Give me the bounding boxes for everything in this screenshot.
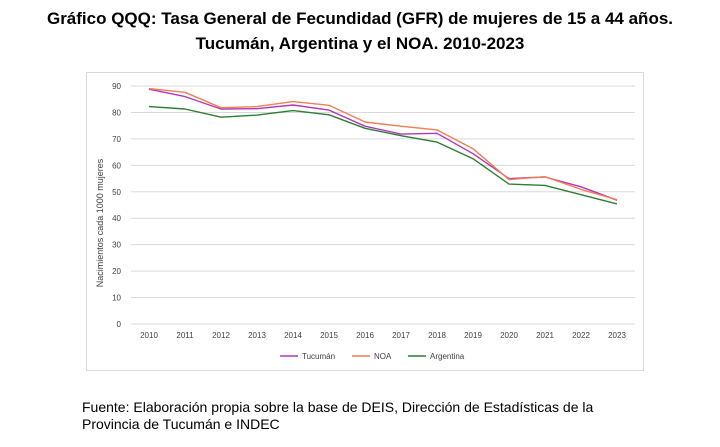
y-tick-label: 70 xyxy=(112,135,121,144)
series-line-argentina xyxy=(148,105,618,205)
legend-label: NOA xyxy=(374,352,392,361)
source-line-1: Fuente: Elaboración propia sobre la base… xyxy=(82,399,594,415)
x-tick-label: 2022 xyxy=(572,331,590,340)
y-axis-label: Nacimientos cada 1000 mujeres xyxy=(95,158,105,287)
source-note: Fuente: Elaboración propia sobre la base… xyxy=(82,399,682,433)
y-tick-label: 60 xyxy=(112,161,121,170)
x-tick-label: 2011 xyxy=(176,331,194,340)
x-tick-label: 2016 xyxy=(356,331,374,340)
series-line-tucum-n xyxy=(148,88,618,201)
y-tick-label: 10 xyxy=(112,294,121,303)
legend-label: Tucumán xyxy=(302,352,335,361)
legend: Tucumán NOA Argentina xyxy=(280,352,465,361)
source-line-2: Provincia de Tucumán e INDEC xyxy=(82,416,280,432)
legend-item: NOA xyxy=(352,352,392,361)
legend-label: Argentina xyxy=(430,352,465,361)
y-tick-label: 0 xyxy=(117,320,122,329)
y-tick-label: 80 xyxy=(112,108,121,117)
line-chart: 0 10 20 30 40 50 60 70 80 90 2010 2011 2012 2013 2014… xyxy=(95,82,635,361)
x-tick-labels: 2010 2011 2012 2013 2014 2015 2016 2017 2018 2019… xyxy=(140,331,626,340)
x-tick-label: 2017 xyxy=(392,331,410,340)
x-tick-label: 2018 xyxy=(428,331,446,340)
x-tick-label: 2023 xyxy=(608,331,626,340)
x-tick-label: 2020 xyxy=(500,331,518,340)
series-lines xyxy=(148,87,618,205)
chart-frame: 0 10 20 30 40 50 60 70 80 90 2010 2011 2012 2013 2014… xyxy=(86,72,644,371)
y-tick-label: 90 xyxy=(112,82,121,91)
x-tick-label: 2014 xyxy=(284,331,302,340)
chart-title-line-2: Tucumán, Argentina y el NOA. 2010-2023 xyxy=(195,34,525,53)
y-tick-labels: 0 10 20 30 40 50 60 70 80 90 xyxy=(112,82,121,329)
y-tick-label: 20 xyxy=(112,267,121,276)
x-tick-label: 2021 xyxy=(536,331,554,340)
x-tick-label: 2012 xyxy=(212,331,230,340)
y-tick-label: 30 xyxy=(112,241,121,250)
gridlines xyxy=(131,85,635,325)
x-tick-label: 2019 xyxy=(464,331,482,340)
y-tick-label: 40 xyxy=(112,214,121,223)
x-tick-label: 2015 xyxy=(320,331,338,340)
legend-item: Argentina xyxy=(408,352,465,361)
series-line-noa xyxy=(148,87,618,201)
x-tick-label: 2010 xyxy=(140,331,158,340)
legend-item: Tucumán xyxy=(280,352,335,361)
y-tick-label: 50 xyxy=(112,188,121,197)
chart-title: Gráfico QQQ: Tasa General de Fecundidad … xyxy=(0,6,720,56)
chart-title-line-1: Gráfico QQQ: Tasa General de Fecundidad … xyxy=(46,9,674,28)
x-tick-label: 2013 xyxy=(248,331,266,340)
